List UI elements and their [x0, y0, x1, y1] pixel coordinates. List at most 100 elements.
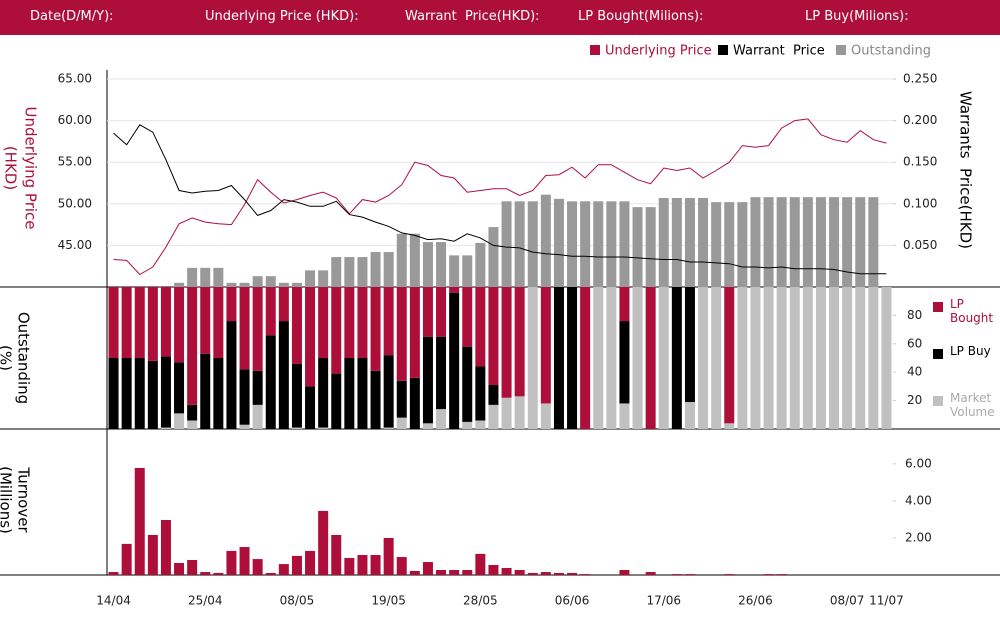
stack-segment — [475, 420, 486, 429]
outstanding-bar — [593, 201, 604, 287]
stack-segment — [396, 287, 407, 381]
y2-tick-label: 0.150 — [903, 155, 937, 169]
header-label: Underlying Price (HKD): — [205, 9, 359, 24]
stack-segment — [540, 403, 551, 429]
turnover-bar — [252, 559, 263, 575]
y-tick-label: 60.00 — [58, 113, 92, 127]
stack-segment — [331, 373, 342, 429]
stack-segment — [213, 358, 224, 429]
turnover-bar — [174, 562, 185, 575]
axis-title: Warrants Price(HKD) — [957, 91, 975, 249]
stack-segment — [409, 287, 420, 378]
turnover-bar — [619, 570, 630, 575]
stack-segment — [383, 287, 394, 356]
legend-swatch — [718, 45, 728, 55]
stack-segment — [147, 287, 158, 361]
legend-label: LP Buy — [950, 344, 991, 358]
axis-title: Underlying Price — [22, 106, 40, 229]
legend-swatch — [933, 349, 943, 359]
outstanding-bar — [370, 252, 381, 287]
stack-segment — [134, 358, 145, 429]
stack-segment — [881, 287, 892, 429]
x-tick-label: 14/04 — [96, 594, 131, 608]
y2-tick-label: 0.200 — [903, 113, 937, 127]
outstanding-bar — [462, 255, 473, 287]
y-tick-label: 2.00 — [905, 530, 932, 544]
stack-segment — [514, 396, 525, 429]
stack-segment — [357, 358, 368, 429]
stack-segment — [527, 287, 538, 429]
outstanding-bar — [436, 242, 447, 287]
outstanding-bar — [475, 242, 486, 287]
stack-segment — [776, 287, 787, 429]
outstanding-bar — [645, 207, 656, 287]
stack-segment — [488, 404, 499, 429]
stack-segment — [711, 287, 722, 429]
turnover-bar — [645, 572, 656, 575]
stack-segment — [855, 287, 866, 429]
turnover-bar — [370, 555, 381, 575]
outstanding-bar — [698, 197, 709, 287]
outstanding-bar — [278, 282, 289, 287]
legend-swatch — [836, 45, 846, 55]
header-label: LP Buy(Milions): — [805, 9, 909, 24]
stack-segment — [514, 287, 525, 397]
outstanding-bar — [357, 257, 368, 287]
y2-tick-label: 0.100 — [903, 196, 937, 210]
legend-label: Outstanding — [851, 44, 931, 59]
turnover-bar — [344, 557, 355, 575]
outstanding-bar — [737, 202, 748, 287]
turnover-bar — [305, 550, 316, 575]
outstanding-bar — [488, 227, 499, 287]
stack-segment — [383, 427, 394, 429]
stack-segment — [684, 402, 695, 429]
stack-segment — [396, 380, 407, 418]
stack-segment — [305, 386, 316, 429]
stack-segment — [108, 358, 119, 429]
turnover-bar — [396, 557, 407, 575]
turnover-bar — [108, 572, 119, 575]
y2-tick-label: 0.250 — [903, 72, 937, 86]
outstanding-bar — [239, 282, 250, 287]
outstanding-bar — [344, 257, 355, 287]
turnover-bar — [331, 535, 342, 575]
turnover-bar — [527, 572, 538, 575]
stack-segment — [239, 287, 250, 370]
y-tick-label: 4.00 — [905, 493, 932, 507]
stack-segment — [147, 360, 158, 429]
x-tick-label: 11/07 — [869, 594, 904, 608]
outstanding-bar — [514, 201, 525, 287]
turnover-bar — [501, 567, 512, 575]
stack-segment — [462, 421, 473, 429]
legend-swatch — [933, 302, 943, 312]
stack-segment — [121, 358, 132, 429]
y2-tick-label: 0.050 — [903, 238, 937, 252]
turnover-bar — [200, 572, 211, 575]
stack-segment — [619, 321, 630, 404]
outstanding-bar — [213, 267, 224, 287]
x-tick-label: 08/07 — [830, 594, 865, 608]
stack-segment — [829, 287, 840, 429]
axis-title: Turnover — [15, 466, 33, 533]
stack-segment — [226, 321, 237, 429]
turnover-bar — [409, 570, 420, 575]
turnover-bar — [449, 570, 460, 575]
stack-segment — [331, 287, 342, 374]
turnover-bar — [213, 572, 224, 575]
outstanding-bar — [684, 197, 695, 287]
stack-segment — [383, 355, 394, 428]
stack-segment — [789, 287, 800, 429]
stack-segment — [868, 287, 879, 429]
stack-segment — [278, 287, 289, 322]
outstanding-bar — [553, 198, 564, 287]
y-tick-label: 40 — [907, 365, 922, 379]
turnover-bar — [357, 555, 368, 575]
stack-segment — [449, 292, 460, 429]
stack-segment — [265, 335, 276, 429]
y-tick-label: 50.00 — [58, 196, 92, 210]
stack-segment — [475, 366, 486, 421]
outstanding-bar — [291, 282, 302, 287]
outstanding-bar — [789, 197, 800, 287]
stack-segment — [160, 356, 171, 428]
